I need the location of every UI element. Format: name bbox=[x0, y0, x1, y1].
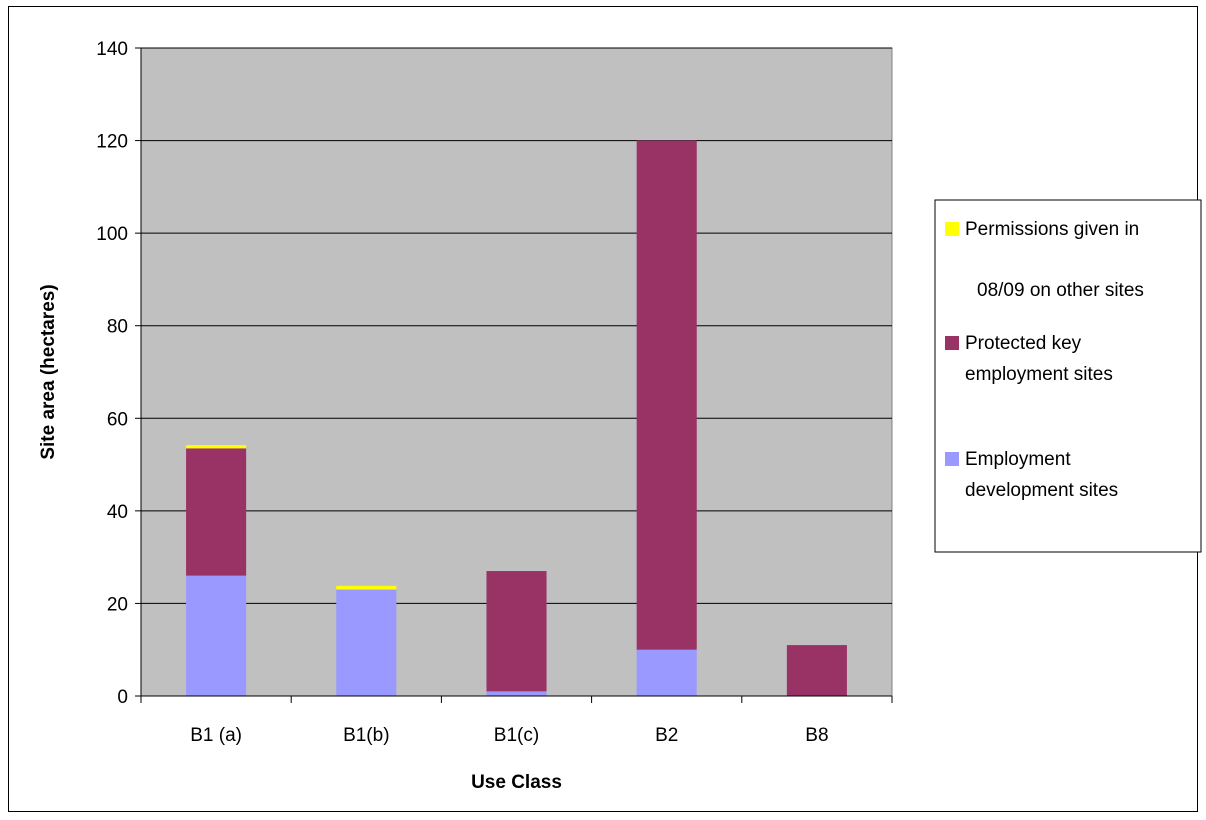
y-tick-label: 0 bbox=[117, 687, 128, 708]
legend-label-employment-line1: Employment bbox=[965, 449, 1071, 470]
axes bbox=[135, 47, 893, 703]
y-tick-label: 20 bbox=[107, 594, 128, 615]
bar-segment bbox=[336, 589, 397, 696]
bar-segment bbox=[186, 448, 247, 576]
bar-segment bbox=[186, 575, 247, 696]
bar-segment bbox=[786, 645, 847, 696]
legend-swatch-permissions bbox=[945, 222, 959, 236]
bar-segment bbox=[186, 445, 247, 449]
x-tick-label: B1(b) bbox=[343, 725, 389, 746]
gridlines bbox=[141, 47, 892, 604]
x-tick-label: B2 bbox=[655, 725, 678, 746]
legend-label-protected-line2: employment sites bbox=[965, 364, 1113, 385]
bar-segment bbox=[486, 571, 547, 692]
legend-box bbox=[934, 199, 1202, 553]
x-axis-title: Use Class bbox=[471, 772, 562, 793]
legend-label-protected-line1: Protected key bbox=[965, 333, 1082, 354]
y-tick-label: 140 bbox=[96, 39, 128, 60]
x-tick-label: B1(c) bbox=[494, 725, 539, 746]
y-tick-label: 80 bbox=[107, 317, 128, 338]
y-tick-label: 60 bbox=[107, 409, 128, 430]
bar-segment bbox=[636, 649, 697, 696]
y-tick-label: 120 bbox=[96, 132, 128, 153]
legend-label-permissions-line1: Permissions given in bbox=[965, 219, 1139, 240]
legend-label-permissions-line2: 08/09 on other sites bbox=[977, 280, 1144, 301]
legend-swatch-employment bbox=[945, 452, 959, 466]
y-axis-title: Site area (hectares) bbox=[38, 284, 59, 459]
y-tick-label: 100 bbox=[96, 224, 128, 245]
tick-labels: 0 20 40 60 80 100 120 140 B1 (a) B1(b) B1(c) B2 B8 bbox=[96, 39, 828, 746]
bar-segment bbox=[336, 585, 397, 590]
bar-segment bbox=[636, 140, 697, 650]
legend-label-employment-line2: development sites bbox=[965, 480, 1118, 501]
x-tick-label: B8 bbox=[805, 725, 828, 746]
bars bbox=[186, 140, 847, 696]
legend-swatch-protected bbox=[945, 336, 959, 350]
x-tick-label: B1 (a) bbox=[190, 725, 242, 746]
y-tick-label: 40 bbox=[107, 502, 128, 523]
bar-segment bbox=[486, 691, 547, 696]
legend: Permissions given in 08/09 on other site… bbox=[934, 199, 1202, 553]
